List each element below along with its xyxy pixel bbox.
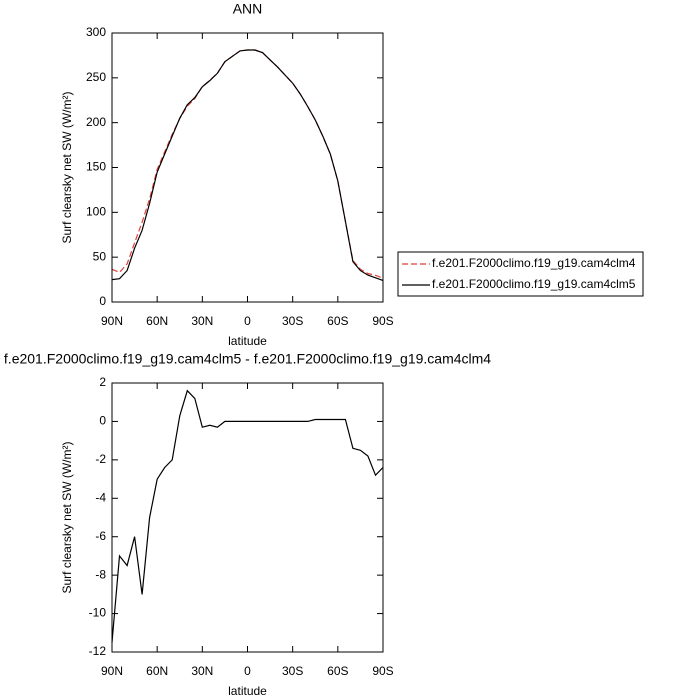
x-tick-label: 60S <box>327 664 348 678</box>
x-tick-label: 60N <box>146 314 168 328</box>
plot-frame <box>111 32 384 303</box>
x-tick-label: 0 <box>244 664 251 678</box>
x-tick-label: 30S <box>282 314 303 328</box>
y-tick-label: 100 <box>86 205 106 219</box>
x-tick-label: 0 <box>244 314 251 328</box>
y-tick-label: -4 <box>95 490 106 504</box>
y-tick-label: 250 <box>86 70 106 84</box>
x-tick-label: 60S <box>327 314 348 328</box>
x-axis-label: latitude <box>228 334 267 348</box>
y-tick-label: 0 <box>99 294 106 308</box>
x-tick-label: 90S <box>372 314 393 328</box>
y-tick-label: -8 <box>95 567 106 581</box>
legend-box <box>397 251 644 297</box>
y-tick-label: -10 <box>89 606 107 620</box>
y-tick-label: 200 <box>86 115 106 129</box>
legend-label: f.e201.F2000climo.f19_g19.cam4clm4 <box>432 256 636 270</box>
x-tick-label: 90N <box>101 314 123 328</box>
x-tick-label: 30S <box>282 664 303 678</box>
plot-frame <box>111 382 384 653</box>
y-tick-label: 300 <box>86 25 106 39</box>
y-tick-label: 0 <box>99 414 106 428</box>
x-tick-label: 90S <box>372 664 393 678</box>
y-tick-label: 150 <box>86 160 106 174</box>
data-line <box>111 49 384 282</box>
chart-title: ANN <box>233 1 263 17</box>
y-tick-label: -2 <box>95 452 106 466</box>
x-tick-label: 30N <box>191 314 213 328</box>
data-line <box>111 49 384 279</box>
y-tick-label: 50 <box>93 249 107 263</box>
legend-label: f.e201.F2000climo.f19_g19.cam4clm5 <box>432 277 636 291</box>
y-tick-label: -12 <box>89 644 107 658</box>
x-tick-label: 30N <box>191 664 213 678</box>
x-axis-label: latitude <box>228 684 267 698</box>
y-tick-label: -6 <box>95 529 106 543</box>
y-tick-label: 2 <box>99 375 106 389</box>
chart-title: f.e201.F2000climo.f19_g19.cam4clm5 - f.e… <box>4 351 491 367</box>
data-line <box>111 389 384 643</box>
y-axis-label: Surf clearsky net SW (W/m²) <box>60 91 74 243</box>
x-tick-label: 60N <box>146 664 168 678</box>
y-axis-label: Surf clearsky net SW (W/m²) <box>60 441 74 593</box>
x-tick-label: 90N <box>101 664 123 678</box>
